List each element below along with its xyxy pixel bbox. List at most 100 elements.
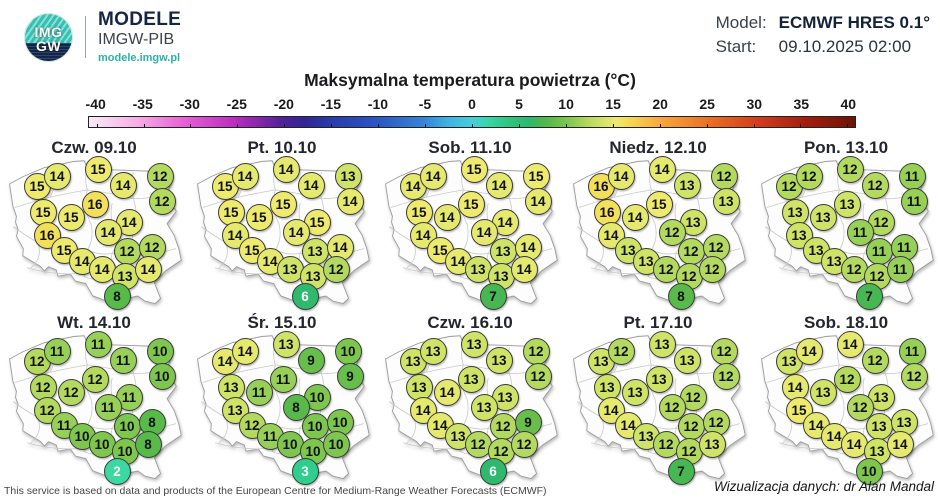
temp-value-circle: 13 bbox=[867, 383, 895, 411]
temp-value-circle: 14 bbox=[781, 373, 809, 401]
logo-divider bbox=[85, 16, 86, 59]
temp-value-circle: 14 bbox=[231, 337, 259, 365]
colorbar-tick-mark bbox=[565, 124, 567, 127]
forecast-map-panel: Niedz. 12.10 16 14 14 13 12 13 15 16 14 13 14 12 13 1… bbox=[564, 133, 752, 310]
model-info-block: Model: ECMWF HRES 0.1° Start: 09.10.2025… bbox=[716, 13, 930, 57]
temp-value-circle: 14 bbox=[607, 162, 635, 190]
temp-value-circle: 12 bbox=[322, 255, 350, 283]
temp-value-circle: 12 bbox=[489, 412, 517, 440]
temp-value-circle: 15 bbox=[57, 203, 85, 231]
forecast-day-title: Pt. 17.10 bbox=[623, 313, 693, 332]
logo-text-img: IMG bbox=[34, 23, 63, 40]
forecast-map-panel: Sob. 18.10 13 14 14 12 11 12 12 14 13 13 15 12 14 13 1… bbox=[752, 308, 940, 485]
temp-value-circle: 12 bbox=[698, 255, 726, 283]
temp-value-circle: 14 bbox=[470, 218, 498, 246]
temp-value-circle: 14 bbox=[510, 255, 538, 283]
temp-value-circle: 7 bbox=[855, 282, 883, 310]
colorbar-tick-label: 0 bbox=[468, 96, 476, 112]
temp-value-circle: 13 bbox=[712, 187, 740, 215]
temp-value-circle: 11 bbox=[898, 162, 926, 190]
temp-value-circle: 12 bbox=[677, 237, 705, 265]
temp-value-circle: 10 bbox=[855, 457, 883, 485]
colorbar-tick-label: -25 bbox=[226, 96, 247, 112]
colorbar-tick-label: 30 bbox=[746, 96, 763, 112]
temp-value-circle: 10 bbox=[334, 337, 362, 365]
poland-map-area: 16 14 14 13 12 13 15 16 14 13 14 12 13 12 12 13 12 12 12 8 bbox=[564, 133, 752, 310]
colorbar-tick-label: 10 bbox=[558, 96, 574, 112]
colorbar-tick-label: 25 bbox=[699, 96, 715, 112]
temp-value-circle: 12 bbox=[57, 378, 85, 406]
colorbar-tick-label: -40 bbox=[85, 96, 106, 112]
poland-map-area: 13 13 13 13 12 12 13 13 14 13 14 13 14 12 9 13 12 12 12 6 bbox=[376, 308, 564, 485]
temp-value-circle: 7 bbox=[667, 457, 695, 485]
temp-value-circle: 10 bbox=[146, 337, 174, 365]
colorbar-tick-mark bbox=[753, 124, 755, 127]
temp-value-circle: 12 bbox=[702, 408, 730, 436]
colorbar-tick-mark bbox=[96, 124, 98, 127]
temp-value-circle: 10 bbox=[322, 430, 350, 458]
temp-value-circle: 14 bbox=[886, 430, 914, 458]
brand-block: MODELE IMGW-PIB modele.imgw.pl bbox=[98, 10, 181, 64]
temp-value-circle: 14 bbox=[109, 171, 137, 199]
temp-value-circle: 14 bbox=[485, 171, 513, 199]
colorbar-tick-label: -10 bbox=[367, 96, 389, 112]
temp-value-circle: 15 bbox=[217, 198, 245, 226]
visualization-credit-text: Wizualizacja danych: dr Alan Mandal bbox=[714, 479, 934, 494]
brand-institute: IMGW-PIB bbox=[98, 30, 175, 48]
temp-value-circle: 14 bbox=[491, 208, 519, 236]
forecast-map-panel: Wt. 14.10 12 11 11 11 10 10 12 12 12 11 12 11 11 10 8 1… bbox=[0, 308, 188, 485]
forecast-map-panel: Czw. 16.10 13 13 13 13 12 12 13 13 14 13 14 13 14 12 9… bbox=[376, 308, 564, 485]
temp-value-circle: 13 bbox=[648, 330, 676, 358]
temp-value-circle: 12 bbox=[510, 430, 538, 458]
forecast-day-title: Śr. 15.10 bbox=[247, 313, 317, 332]
temp-value-circle: 13 bbox=[491, 383, 519, 411]
colorbar-tick-mark bbox=[190, 124, 192, 127]
colorbar-tick-mark bbox=[659, 124, 661, 127]
colorbar-tick-mark bbox=[518, 124, 520, 127]
temp-value-circle: 13 bbox=[679, 208, 707, 236]
temp-value-circle: 14 bbox=[621, 203, 649, 231]
temp-value-circle: 14 bbox=[648, 155, 676, 183]
temp-value-circle: 8 bbox=[134, 430, 162, 458]
temp-value-circle: 11 bbox=[886, 255, 914, 283]
temp-value-circle: 10 bbox=[148, 362, 176, 390]
temp-value-circle: 11 bbox=[84, 330, 112, 358]
temp-value-circle: 11 bbox=[269, 365, 297, 393]
temp-value-circle: 14 bbox=[836, 330, 864, 358]
poland-map-area: 13 14 14 12 11 12 12 14 13 13 15 12 14 13 13 14 14 13 14 10 bbox=[752, 308, 940, 485]
temp-value-circle: 10 bbox=[113, 412, 141, 440]
imgw-logo-block: IMG GW MODELE IMGW-PIB modele.imgw.pl bbox=[24, 10, 181, 64]
brand-url-link[interactable]: modele.imgw.pl bbox=[98, 51, 181, 64]
temp-value-circle: 14 bbox=[419, 162, 447, 190]
chart-title: Maksymalna temperatura powietrza (°C) bbox=[304, 70, 636, 90]
temp-value-circle: 12 bbox=[677, 412, 705, 440]
temp-value-circle: 15 bbox=[23, 172, 51, 200]
temp-value-circle: 12 bbox=[861, 346, 889, 374]
colorbar-tick-label: -15 bbox=[320, 96, 341, 112]
forecast-day-title: Wt. 14.10 bbox=[57, 313, 131, 332]
temp-value-circle: 13 bbox=[301, 237, 329, 265]
poland-map-area: 14 14 15 14 15 14 15 15 14 14 14 14 15 13 14 14 13 13 14 7 bbox=[376, 133, 564, 310]
forecast-day-title: Czw. 09.10 bbox=[51, 138, 137, 157]
colorbar-tick-mark bbox=[847, 124, 849, 127]
ecmwf-attribution-text: This service is based on data and produc… bbox=[4, 485, 547, 497]
temp-value-circle: 14 bbox=[297, 171, 325, 199]
colorbar-tick-mark bbox=[706, 124, 708, 127]
logo-navy-hatch bbox=[25, 42, 72, 61]
temp-value-circle: 10 bbox=[88, 430, 116, 458]
temp-value-circle: 15 bbox=[245, 203, 273, 231]
colorbar-tick-mark bbox=[237, 124, 239, 127]
temp-value-circle: 13 bbox=[489, 237, 517, 265]
colorbar-tick-mark bbox=[800, 124, 802, 127]
forecast-map-panel: Pt. 10.10 15 14 14 14 13 14 15 15 15 15 14 14 15 13 14… bbox=[188, 133, 376, 310]
temp-value-circle: 11 bbox=[846, 218, 874, 246]
temp-value-circle: 13 bbox=[673, 171, 701, 199]
temp-value-circle: 15 bbox=[269, 190, 297, 218]
temp-value-circle: 14 bbox=[231, 162, 259, 190]
temp-value-circle: 12 bbox=[795, 162, 823, 190]
temp-value-circle: 13 bbox=[833, 190, 861, 218]
temp-value-circle: 11 bbox=[865, 237, 893, 265]
temp-value-circle: 14 bbox=[840, 430, 868, 458]
forecast-day-title: Niedz. 12.10 bbox=[609, 138, 707, 157]
logo-teal-hatch bbox=[25, 13, 72, 43]
